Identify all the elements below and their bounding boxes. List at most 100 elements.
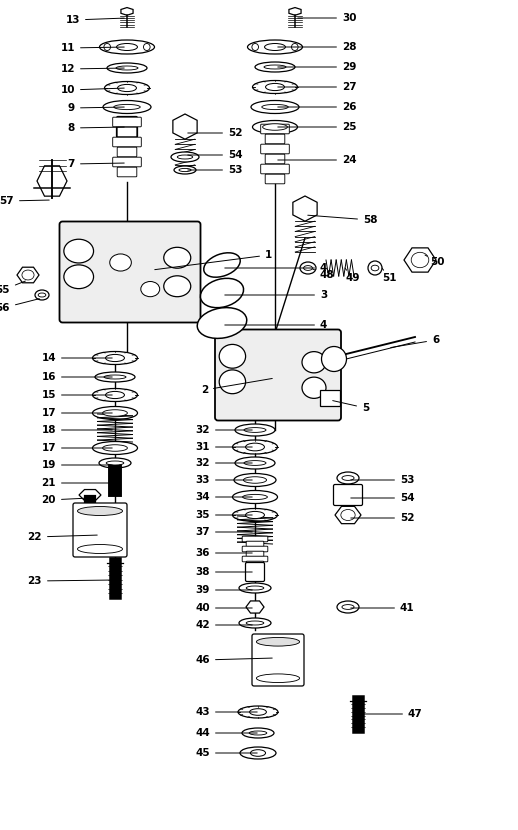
Text: 5: 5 xyxy=(333,401,369,413)
Ellipse shape xyxy=(22,270,34,280)
Ellipse shape xyxy=(118,85,136,91)
Ellipse shape xyxy=(99,458,131,468)
Text: 54: 54 xyxy=(351,493,414,503)
Ellipse shape xyxy=(78,544,122,554)
Text: 48: 48 xyxy=(312,269,335,280)
Text: 17: 17 xyxy=(41,443,112,453)
Ellipse shape xyxy=(300,262,316,274)
Ellipse shape xyxy=(246,621,264,625)
Ellipse shape xyxy=(239,618,271,628)
Ellipse shape xyxy=(342,604,354,609)
Ellipse shape xyxy=(292,43,298,51)
Text: 6: 6 xyxy=(391,335,439,348)
Ellipse shape xyxy=(233,491,278,504)
Text: 52: 52 xyxy=(351,513,414,523)
Ellipse shape xyxy=(248,40,303,54)
Text: 32: 32 xyxy=(195,425,252,435)
Ellipse shape xyxy=(64,239,94,263)
Ellipse shape xyxy=(322,346,347,372)
Ellipse shape xyxy=(251,100,299,114)
Text: 26: 26 xyxy=(278,102,356,112)
Ellipse shape xyxy=(219,370,246,393)
Ellipse shape xyxy=(106,392,124,398)
Polygon shape xyxy=(289,7,301,15)
Polygon shape xyxy=(404,248,436,272)
Text: 52: 52 xyxy=(188,128,242,138)
Ellipse shape xyxy=(411,252,429,268)
FancyBboxPatch shape xyxy=(215,330,341,421)
Ellipse shape xyxy=(104,375,126,379)
Ellipse shape xyxy=(103,410,127,417)
FancyBboxPatch shape xyxy=(117,167,137,177)
Polygon shape xyxy=(121,7,133,15)
Text: 2: 2 xyxy=(201,378,272,395)
Ellipse shape xyxy=(171,152,199,162)
FancyBboxPatch shape xyxy=(261,124,289,134)
Ellipse shape xyxy=(341,510,355,520)
Ellipse shape xyxy=(106,461,124,465)
Ellipse shape xyxy=(252,81,297,94)
Ellipse shape xyxy=(141,281,160,296)
FancyBboxPatch shape xyxy=(117,147,137,157)
Text: 42: 42 xyxy=(195,620,252,630)
Text: 22: 22 xyxy=(27,532,97,542)
Ellipse shape xyxy=(239,583,271,593)
Ellipse shape xyxy=(266,84,284,90)
Ellipse shape xyxy=(238,706,278,718)
Ellipse shape xyxy=(164,276,191,296)
Text: 9: 9 xyxy=(68,103,124,113)
Text: 24: 24 xyxy=(278,155,356,165)
Text: 46: 46 xyxy=(195,655,272,665)
Ellipse shape xyxy=(219,344,246,369)
Ellipse shape xyxy=(179,168,191,172)
FancyBboxPatch shape xyxy=(246,561,264,567)
Text: 3: 3 xyxy=(225,290,327,300)
Text: 11: 11 xyxy=(61,43,124,53)
Text: 17: 17 xyxy=(41,408,112,418)
Ellipse shape xyxy=(174,166,196,174)
Text: 18: 18 xyxy=(41,425,112,435)
Text: 37: 37 xyxy=(195,527,252,537)
Ellipse shape xyxy=(38,293,46,297)
FancyBboxPatch shape xyxy=(60,222,200,323)
Ellipse shape xyxy=(255,62,295,72)
Ellipse shape xyxy=(263,124,287,130)
Ellipse shape xyxy=(240,747,276,759)
Ellipse shape xyxy=(35,290,49,300)
Text: 7: 7 xyxy=(68,159,124,169)
Ellipse shape xyxy=(246,586,264,590)
Text: 21: 21 xyxy=(41,478,112,488)
Text: 55: 55 xyxy=(0,281,25,295)
Ellipse shape xyxy=(233,509,278,521)
Text: 28: 28 xyxy=(278,42,356,52)
FancyBboxPatch shape xyxy=(117,116,137,138)
Ellipse shape xyxy=(107,63,147,73)
Ellipse shape xyxy=(242,495,267,500)
Ellipse shape xyxy=(337,601,359,613)
FancyBboxPatch shape xyxy=(117,127,137,137)
Ellipse shape xyxy=(262,105,288,110)
Text: 27: 27 xyxy=(278,82,356,92)
Text: 38: 38 xyxy=(195,567,252,577)
Ellipse shape xyxy=(95,372,135,382)
Text: 45: 45 xyxy=(195,748,257,758)
Ellipse shape xyxy=(234,473,276,486)
FancyBboxPatch shape xyxy=(334,485,363,505)
FancyBboxPatch shape xyxy=(242,546,268,552)
Ellipse shape xyxy=(93,442,137,455)
FancyBboxPatch shape xyxy=(261,144,289,154)
Ellipse shape xyxy=(110,254,132,271)
Ellipse shape xyxy=(250,749,266,756)
Text: 32: 32 xyxy=(195,458,252,468)
Ellipse shape xyxy=(164,247,191,268)
Polygon shape xyxy=(17,267,39,283)
FancyBboxPatch shape xyxy=(261,164,289,173)
Text: 25: 25 xyxy=(278,122,356,132)
Text: 51: 51 xyxy=(382,268,396,283)
Ellipse shape xyxy=(246,511,265,519)
Ellipse shape xyxy=(342,476,354,481)
Ellipse shape xyxy=(99,40,154,54)
Text: 53: 53 xyxy=(188,165,242,175)
Ellipse shape xyxy=(244,461,266,466)
Text: 47: 47 xyxy=(361,709,423,719)
